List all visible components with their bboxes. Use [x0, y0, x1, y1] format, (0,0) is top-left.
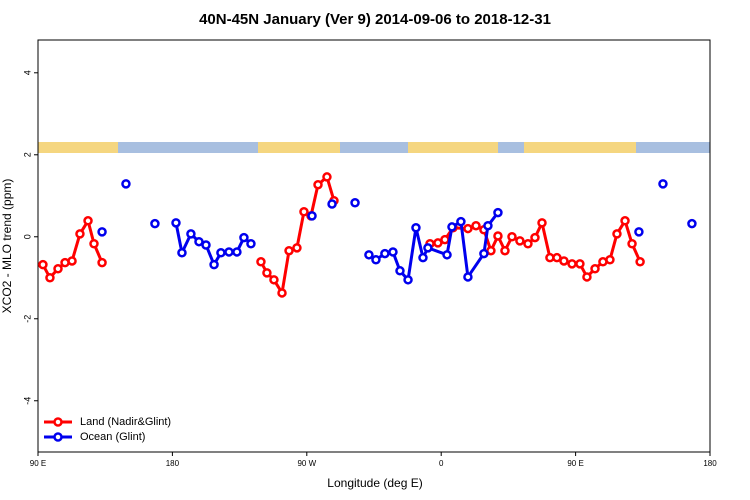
data-point: [350, 198, 360, 208]
data-point: [171, 218, 181, 228]
data-point: [292, 243, 302, 253]
data-point: [559, 256, 569, 266]
data-point: [371, 254, 381, 265]
data-point: [45, 273, 55, 283]
y-tick-label: 2: [22, 152, 32, 157]
data-point: [500, 245, 510, 256]
data-point: [75, 229, 85, 239]
data-point: [395, 266, 405, 276]
data-point: [269, 275, 279, 285]
data-point: [493, 231, 503, 241]
data-point: [239, 232, 249, 243]
land-ocean-strip: [38, 142, 710, 153]
data-point: [523, 238, 533, 249]
data-point: [493, 207, 503, 218]
data-point: [216, 248, 226, 258]
data-point: [634, 227, 644, 237]
legend-marker: [53, 417, 63, 427]
data-point: [83, 216, 93, 226]
x-tick-label: 90 E: [567, 459, 583, 468]
data-point: [442, 250, 452, 260]
data-point: [307, 211, 317, 221]
data-point: [327, 199, 337, 209]
data-point: [447, 222, 457, 232]
data-point: [97, 227, 107, 237]
data-point: [186, 229, 196, 239]
x-tick-label: 90 W: [297, 459, 316, 468]
data-point: [658, 179, 668, 189]
data-point: [121, 179, 131, 189]
data-point: [507, 232, 517, 242]
y-tick-label: -4: [22, 397, 32, 405]
data-point: [53, 264, 63, 274]
data-point: [590, 264, 600, 274]
series-line: [41, 174, 642, 298]
data-point: [209, 259, 219, 270]
chart-title: 40N-45N January (Ver 9) 2014-09-06 to 20…: [199, 11, 551, 28]
data-point: [537, 218, 547, 228]
data-point: [418, 252, 428, 263]
data-point: [177, 248, 187, 258]
data-point: [463, 272, 473, 282]
data-point: [201, 240, 211, 250]
data-point: [515, 236, 525, 246]
data-point: [322, 172, 332, 182]
x-tick-label: 180: [703, 459, 717, 468]
data-point: [224, 247, 234, 257]
x-tick-label: 0: [439, 459, 444, 468]
data-point: [277, 288, 287, 298]
data-point: [411, 223, 421, 233]
data-point: [388, 247, 398, 257]
data-point: [246, 238, 256, 249]
data-point: [380, 248, 390, 259]
data-point: [463, 223, 473, 234]
y-axis-label: XCO2 - MLO trend (ppm): [0, 179, 14, 314]
data-point: [194, 236, 204, 247]
data-point: [552, 252, 562, 263]
data-point: [483, 220, 493, 231]
x-axis-label: Longitude (deg E): [327, 476, 422, 490]
data-point: [423, 243, 433, 253]
data-point: [440, 234, 450, 245]
x-tick-label: 90 E: [30, 459, 46, 468]
data-point: [150, 218, 160, 229]
y-tick-label: 4: [22, 70, 32, 75]
data-point: [38, 259, 48, 270]
data-point: [635, 257, 645, 267]
plot-frame: [37, 39, 711, 453]
legend-label: Ocean (Glint): [80, 431, 145, 443]
data-point: [687, 218, 697, 229]
data-point: [313, 179, 323, 190]
legend-label: Land (Nadir&Glint): [80, 416, 171, 428]
data-point: [256, 257, 266, 267]
data-point: [299, 207, 309, 217]
data-point: [89, 238, 99, 249]
data-point: [262, 268, 272, 278]
data-point: [582, 272, 592, 282]
data-point: [284, 245, 294, 256]
data-point: [612, 229, 622, 239]
data-point: [471, 220, 481, 231]
data-point: [605, 254, 615, 265]
y-tick-label: 0: [22, 234, 32, 239]
legend-marker: [53, 432, 63, 442]
data-point: [530, 232, 540, 243]
data-point: [403, 275, 413, 285]
data-point: [433, 238, 443, 248]
data-point: [456, 216, 466, 227]
data-point: [97, 257, 107, 268]
x-tick-label: 180: [166, 459, 180, 468]
data-point: [567, 259, 577, 269]
data-point: [232, 247, 242, 257]
data-point: [627, 238, 637, 249]
data-point: [575, 259, 585, 269]
data-point: [67, 256, 77, 266]
data-point: [479, 248, 489, 259]
data-point: [620, 216, 630, 226]
y-tick-label: -2: [22, 315, 32, 323]
data-point: [364, 250, 374, 260]
